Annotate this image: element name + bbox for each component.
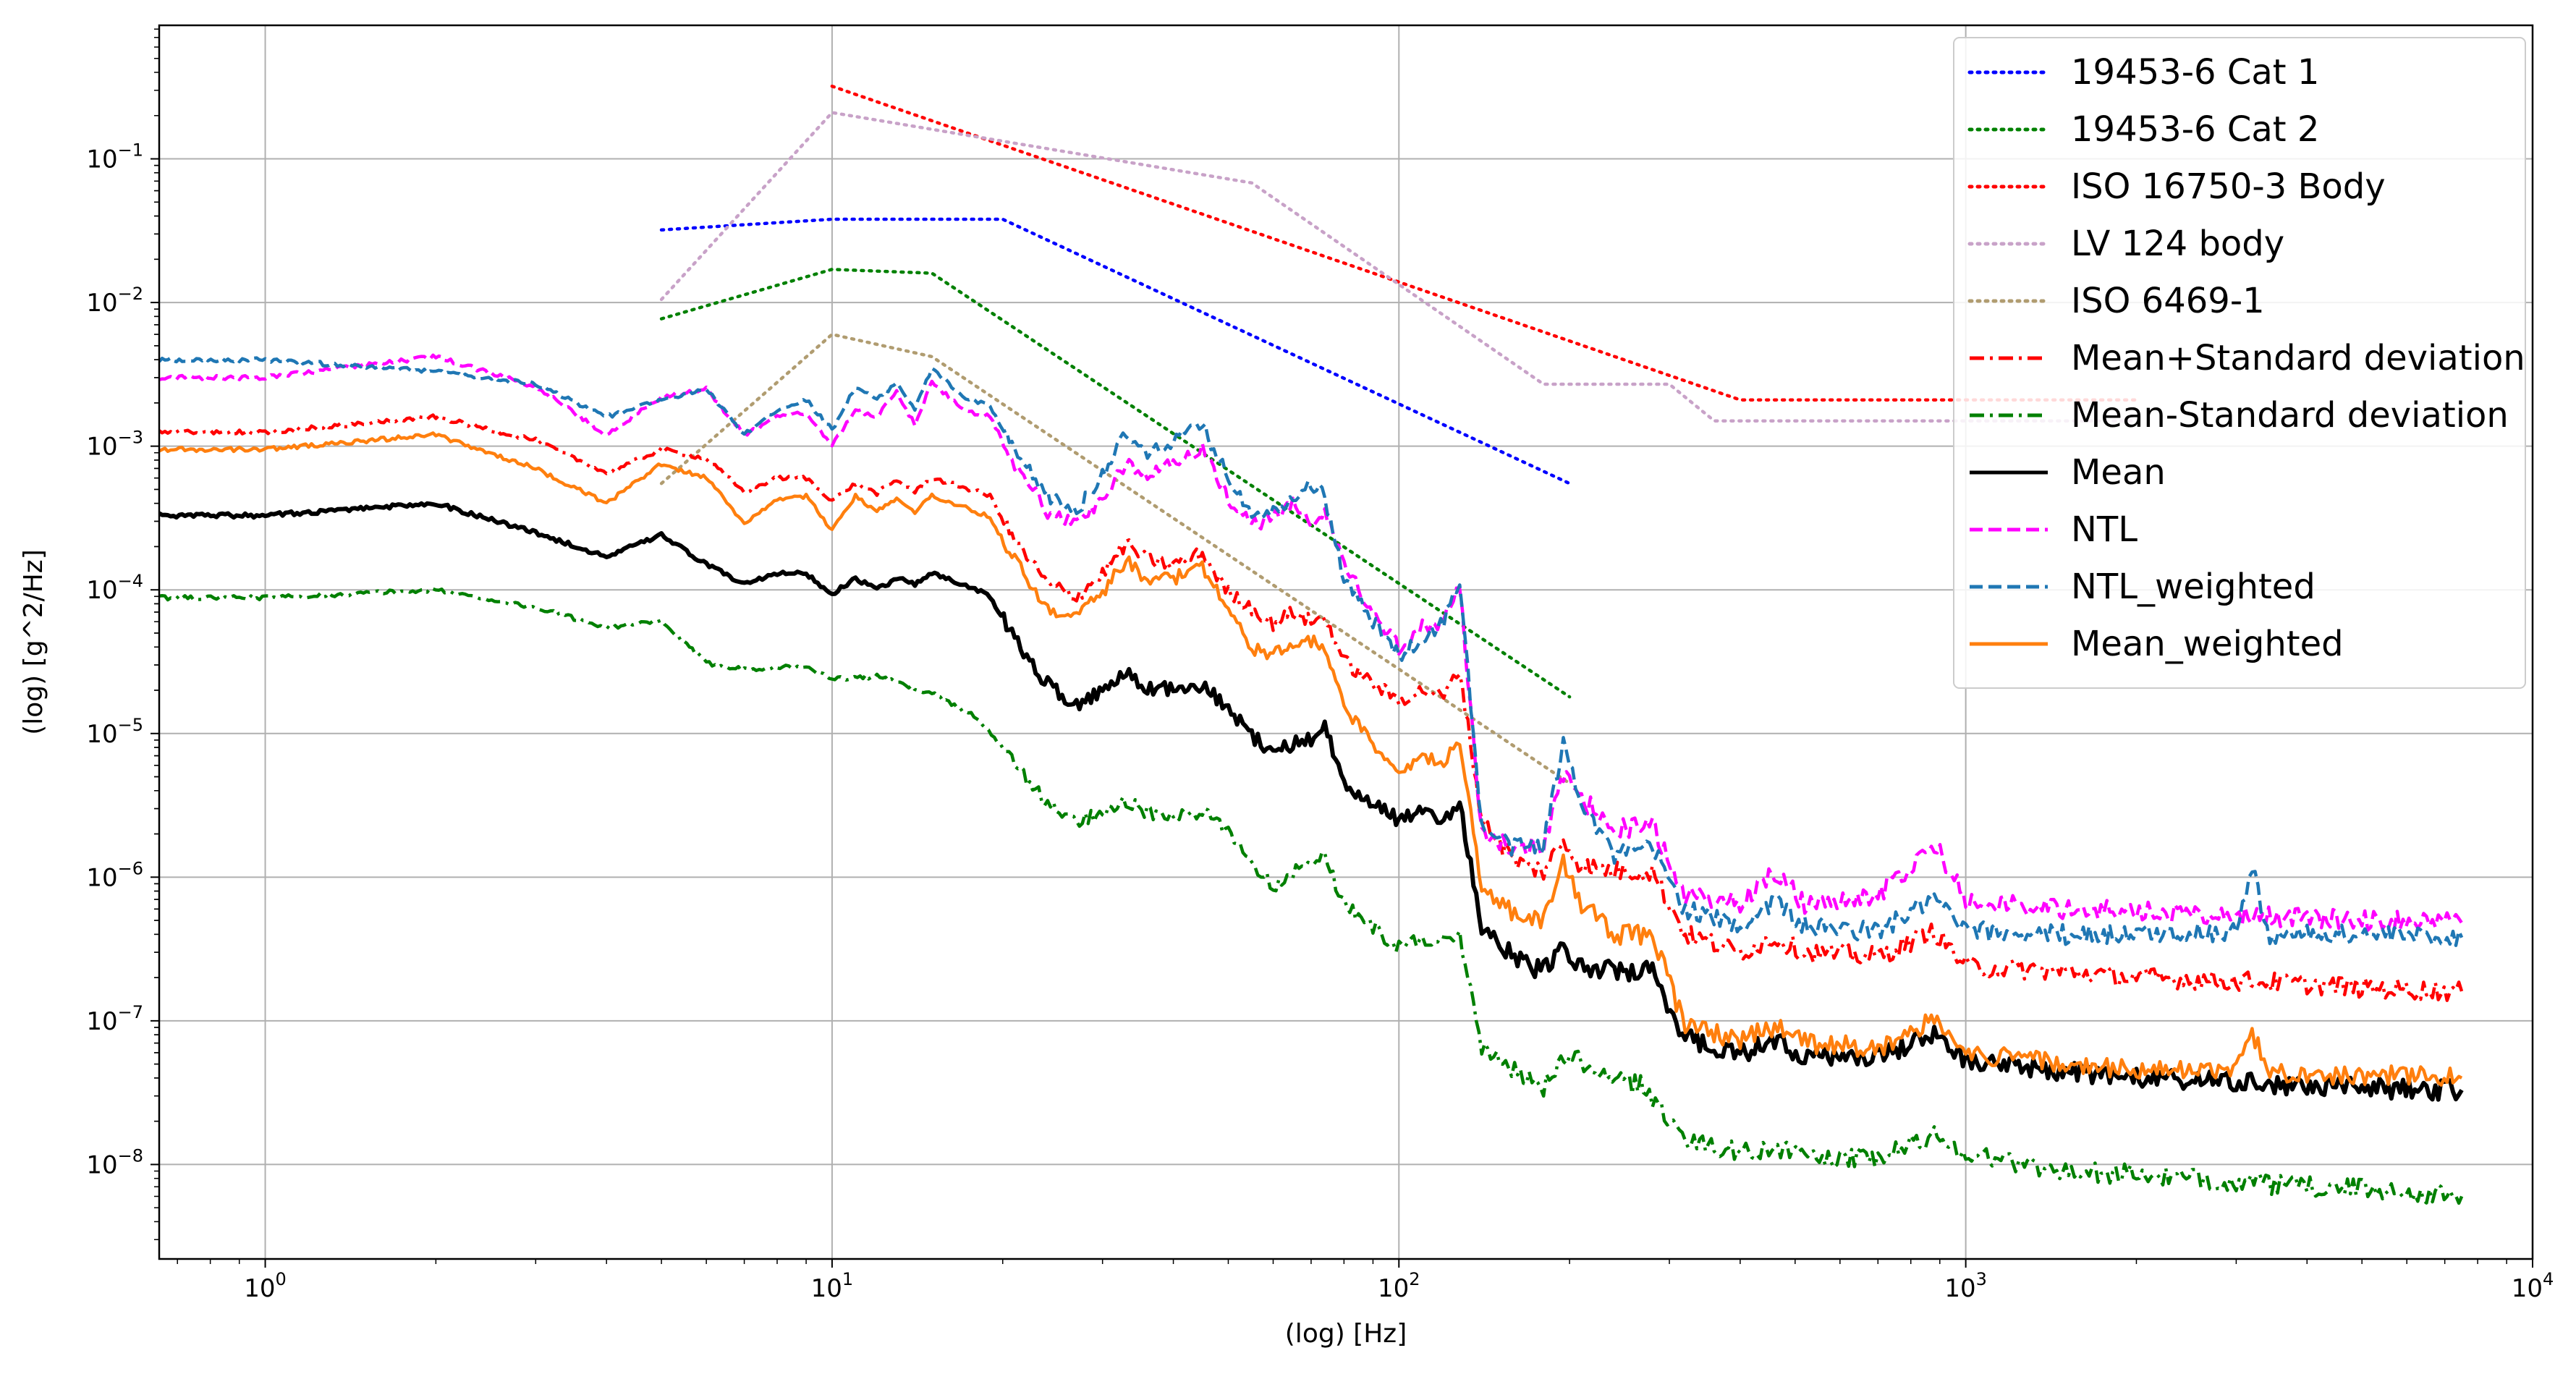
plot-area bbox=[159, 84, 2464, 1205]
y-tick-base: 10 bbox=[86, 289, 117, 318]
y-tick-label: 10−8 bbox=[86, 1145, 143, 1179]
y-tick-label: 10−4 bbox=[86, 571, 143, 605]
y-tick-label: 10−1 bbox=[86, 140, 143, 174]
y-tick-exponent: −7 bbox=[118, 1002, 143, 1022]
x-tick-label: 102 bbox=[1378, 1269, 1420, 1303]
legend-label: Mean+Standard deviation bbox=[2071, 338, 2525, 378]
series-line-ntl bbox=[159, 353, 2463, 932]
plot-frame bbox=[158, 24, 2534, 1260]
legend-label: Mean-Standard deviation bbox=[2071, 395, 2509, 436]
series-line-mean-weighted bbox=[159, 431, 2463, 1087]
series-line-19453-6-cat-1 bbox=[659, 217, 1572, 485]
y-tick-label: 10−5 bbox=[86, 715, 143, 749]
legend-label: 19453-6 Cat 1 bbox=[2071, 52, 2319, 93]
y-tick-base: 10 bbox=[86, 1150, 117, 1179]
x-tick-exponent: 1 bbox=[842, 1269, 853, 1289]
ticks: 100 101 102 103 10410−110−210−310−410−510−61… bbox=[86, 28, 2554, 1303]
legend-label: ISO 16750-3 Body bbox=[2071, 166, 2386, 207]
x-tick-exponent: 3 bbox=[1976, 1269, 1987, 1289]
x-axis-label: (log) [Hz] bbox=[1285, 1319, 1407, 1349]
x-tick-exponent: 2 bbox=[1409, 1269, 1420, 1289]
series-line-iso-6469-1 bbox=[659, 332, 1572, 785]
series-line-mean-standard-deviation bbox=[159, 413, 2464, 1002]
series-layer bbox=[159, 84, 2464, 1205]
y-tick-base: 10 bbox=[86, 433, 117, 462]
y-tick-base: 10 bbox=[86, 145, 117, 174]
y-tick-base: 10 bbox=[86, 863, 117, 892]
y-tick-base: 10 bbox=[86, 1007, 117, 1036]
y-tick-exponent: −1 bbox=[118, 140, 143, 161]
legend: 19453-6 Cat 1 19453-6 Cat 2 ISO 16750-3 Bo… bbox=[1953, 37, 2526, 689]
x-tick-base: 10 bbox=[811, 1274, 842, 1303]
x-tick-base: 10 bbox=[1944, 1274, 1975, 1303]
x-tick-base: 10 bbox=[2512, 1274, 2543, 1303]
series-line-19453-6-cat-2 bbox=[659, 268, 1572, 699]
legend-label: Mean_weighted bbox=[2071, 624, 2344, 664]
y-tick-label: 10−7 bbox=[86, 1002, 143, 1036]
y-tick-exponent: −2 bbox=[118, 284, 143, 304]
y-tick-label: 10−6 bbox=[86, 858, 143, 892]
legend-label: Mean bbox=[2071, 452, 2166, 493]
x-tick-exponent: 0 bbox=[276, 1269, 287, 1289]
legend-box bbox=[1953, 37, 2526, 689]
legend-label: 19453-6 Cat 2 bbox=[2071, 109, 2319, 150]
y-tick-base: 10 bbox=[86, 720, 117, 749]
x-tick-base: 10 bbox=[1378, 1274, 1409, 1303]
y-tick-exponent: −3 bbox=[118, 428, 143, 448]
series-line-ntl-weighted bbox=[159, 356, 2464, 947]
y-tick-label: 10−2 bbox=[86, 284, 143, 318]
y-tick-label: 10−3 bbox=[86, 428, 143, 462]
y-tick-exponent: −6 bbox=[118, 858, 143, 878]
y-tick-exponent: −4 bbox=[118, 571, 143, 591]
x-tick-label: 101 bbox=[811, 1269, 854, 1303]
y-tick-exponent: −8 bbox=[118, 1145, 143, 1166]
series-line-lv-124-body bbox=[659, 111, 2138, 423]
series-line-mean-standard-deviation bbox=[159, 586, 2464, 1205]
y-axis-label: (log) [g^2/Hz] bbox=[19, 549, 48, 735]
legend-label: NTL bbox=[2071, 509, 2138, 550]
x-tick-base: 10 bbox=[244, 1274, 275, 1303]
x-tick-exponent: 4 bbox=[2543, 1269, 2554, 1289]
y-tick-exponent: −5 bbox=[118, 715, 143, 735]
legend-label: LV 124 body bbox=[2071, 224, 2284, 264]
x-tick-label: 104 bbox=[2512, 1269, 2554, 1303]
series-line-mean bbox=[159, 501, 2464, 1102]
legend-label: NTL_weighted bbox=[2071, 567, 2316, 607]
x-tick-label: 103 bbox=[1944, 1269, 1987, 1303]
legend-label: ISO 6469-1 bbox=[2071, 281, 2265, 321]
y-tick-base: 10 bbox=[86, 576, 117, 605]
x-tick-label: 100 bbox=[244, 1269, 287, 1303]
